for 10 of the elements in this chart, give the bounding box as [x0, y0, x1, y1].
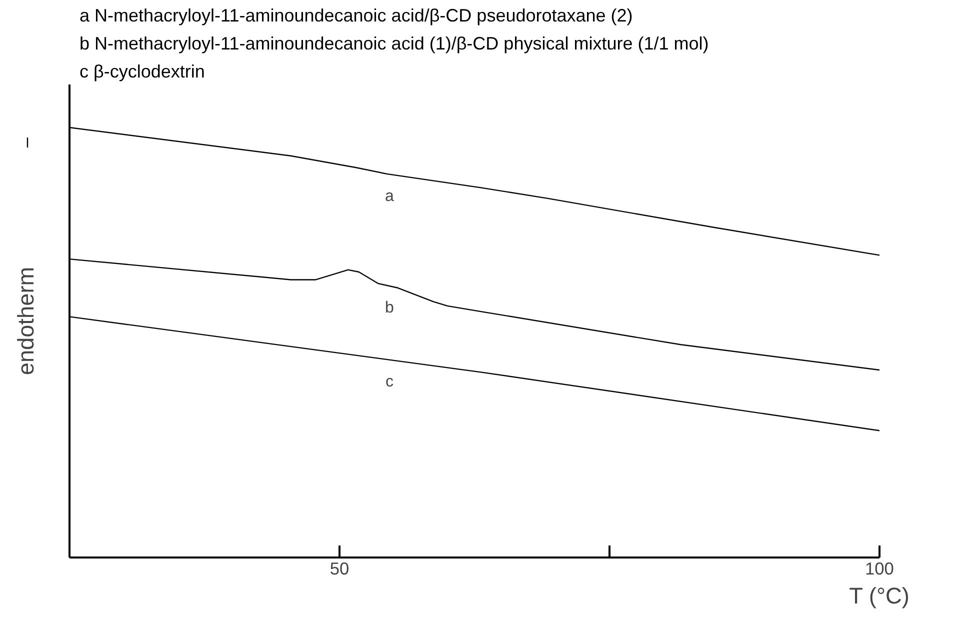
- x-tick-label: 100: [865, 558, 894, 578]
- x-tick-label: 50: [330, 558, 350, 578]
- series-label: b: [385, 300, 394, 317]
- x-axis-title: T (°C): [849, 582, 910, 608]
- series-label: a: [385, 188, 394, 205]
- text: c β-cyclodextrin: [80, 62, 205, 82]
- text: a N-methacryloyl-11-aminoundecanoic acid/β-CD pseudorotaxane (2): [80, 6, 633, 26]
- y-axis-title: endotherm: [12, 266, 38, 376]
- series-label: c: [385, 373, 394, 390]
- text: b N-methacryloyl-11-aminoundecanoic acid (1)/β-CD physical mixture (1/1 mol): [80, 34, 709, 54]
